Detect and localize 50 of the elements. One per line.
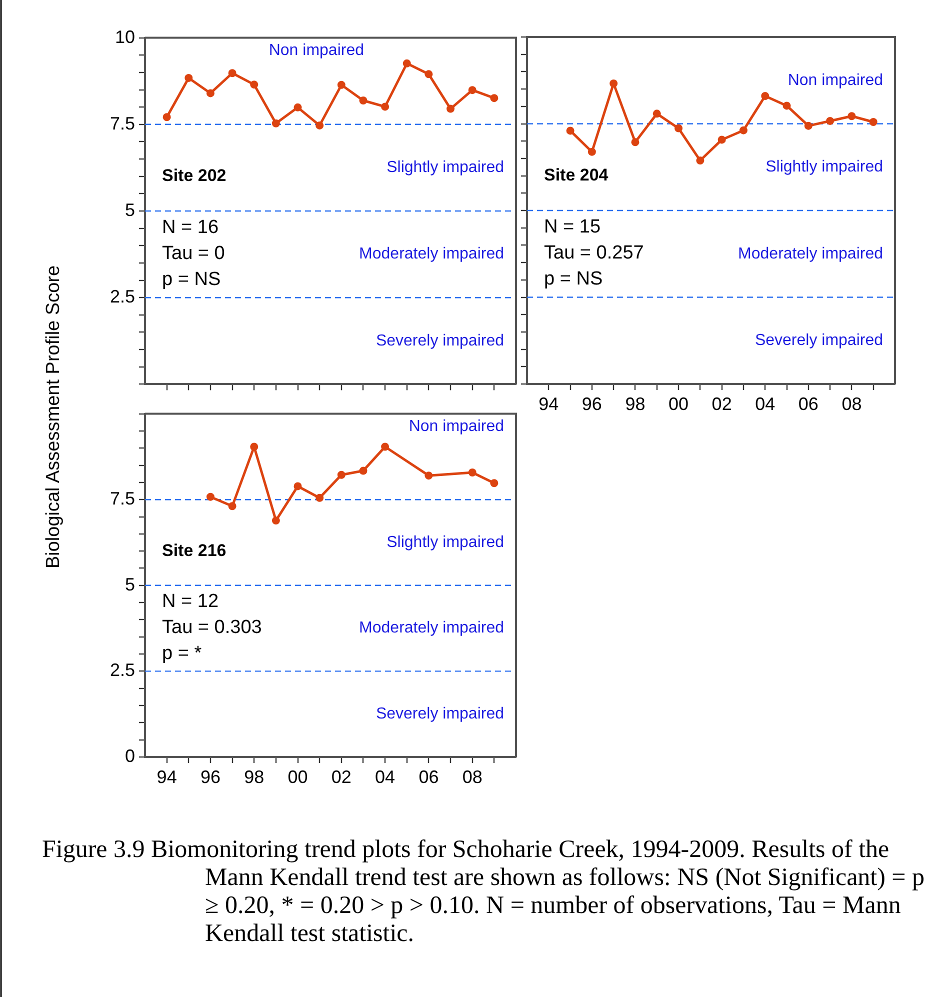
annotation: Tau = 0.257	[544, 242, 644, 264]
annotation: N = 16	[162, 216, 219, 238]
x-tick-label: 94	[538, 394, 559, 414]
annotation: N = 15	[544, 216, 601, 238]
y-tick-label: 2.5	[110, 286, 135, 307]
annotation: p = NS	[544, 268, 603, 290]
annotation: p = NS	[162, 268, 221, 290]
annotation: Severely impaired	[754, 332, 883, 350]
text: Site 216	[162, 540, 226, 560]
y-tick-label: 0	[124, 746, 135, 766]
annotation: p = *	[162, 643, 202, 664]
y-tick-label: 5	[124, 200, 135, 220]
x-tick-label: 98	[244, 766, 264, 787]
x-tick-label: 06	[418, 766, 439, 787]
annotation: Non impaired	[408, 418, 504, 436]
y-tick-label: 2.5	[110, 660, 135, 680]
x-tick-label: 04	[755, 394, 776, 414]
annotation: Slightly impaired	[766, 158, 883, 176]
y-tick-label: 10	[114, 26, 135, 47]
annotation: Tau = 0.303	[162, 617, 262, 638]
annotation: Severely impaired	[376, 332, 504, 350]
text: Site 202	[162, 166, 226, 186]
annotation: Moderately impaired	[359, 620, 504, 637]
annotation: Slightly impaired	[386, 159, 504, 176]
annotation: Slightly impaired	[386, 534, 504, 551]
x-tick-label: 96	[582, 394, 602, 414]
y-axis-title: Biological Assessment Profile Score	[43, 265, 65, 569]
annotation: Non impaired	[788, 72, 883, 89]
x-tick-label: 00	[288, 766, 308, 787]
x-tick-label: 02	[331, 766, 352, 787]
x-tick-label: 96	[200, 766, 220, 787]
x-tick-label: 08	[462, 766, 482, 787]
y-tick-label: 5	[124, 574, 135, 594]
x-tick-label: 94	[156, 766, 177, 787]
y-tick-label: 7.5	[110, 113, 135, 134]
x-tick-label: 06	[798, 394, 818, 414]
annotation: Non impaired	[268, 42, 364, 60]
x-tick-label: 04	[375, 766, 396, 787]
annotation: N = 12	[162, 591, 219, 612]
annotation: Moderately impaired	[359, 246, 504, 263]
x-tick-label: 02	[712, 394, 732, 414]
annotation: Tau = 0	[162, 242, 225, 264]
annotation: Moderately impaired	[738, 245, 883, 262]
caption: Figure 3.9 Biomonitoring trend plots for Schoharie Creek, 1994-2009. Results of the Mann Kendall trend test are shown as follows: NS (Not Significant) = p ≥ 0.20, * = 0.20 > p > 0.10. N = number of observations, Tau = Mann Kendall test statistic.	[42, 836, 926, 948]
x-tick-label: 08	[842, 394, 862, 414]
text: Site 204	[544, 165, 609, 184]
annotation: Severely impaired	[376, 706, 504, 723]
y-tick-label: 7.5	[110, 488, 135, 509]
x-tick-label: 98	[625, 394, 646, 414]
x-tick-label: 00	[668, 394, 689, 414]
